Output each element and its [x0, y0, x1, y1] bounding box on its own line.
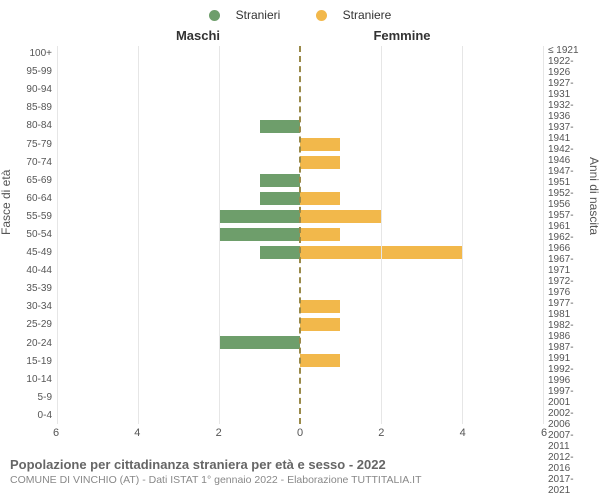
column-titles: Maschi Femmine — [10, 28, 590, 43]
y-tick-age: 65-69 — [10, 171, 52, 189]
x-tick: 2 — [378, 427, 384, 439]
y-tick-age: 100+ — [10, 45, 52, 63]
legend-item-male: Stranieri — [201, 8, 289, 22]
plot-area: Fasce di età Anni di nascita 100+95-9990… — [10, 45, 590, 425]
y-tick-birth: 1952-1956 — [548, 188, 590, 210]
bar-male — [219, 210, 300, 224]
gridline — [543, 46, 544, 424]
x-tick: 6 — [541, 427, 547, 439]
x-tick: 2 — [216, 427, 222, 439]
y-tick-birth: 1997-2001 — [548, 386, 590, 408]
y-tick-age: 85-89 — [10, 99, 52, 117]
bar-male — [260, 246, 300, 260]
chart-area — [56, 45, 544, 425]
female-swatch — [316, 10, 327, 21]
col-title-male: Maschi — [56, 28, 300, 43]
y-tick-age: 95-99 — [10, 63, 52, 81]
chart-footer: Popolazione per cittadinanza straniera p… — [10, 457, 590, 486]
y-tick-age: 90-94 — [10, 81, 52, 99]
gridline — [219, 46, 220, 424]
y-tick-age: 70-74 — [10, 153, 52, 171]
gridline — [381, 46, 382, 424]
y-tick-birth: 1932-1936 — [548, 100, 590, 122]
y-tick-age: 0-4 — [10, 406, 52, 424]
x-tick: 4 — [460, 427, 466, 439]
y-tick-birth: 1972-1976 — [548, 276, 590, 298]
center-line — [299, 46, 301, 424]
bar-female — [300, 192, 340, 206]
chart-container: Stranieri Straniere Maschi Femmine Fasce… — [0, 0, 600, 500]
y-tick-birth: 1947-1951 — [548, 166, 590, 188]
y-tick-age: 20-24 — [10, 334, 52, 352]
y-ticks-left: 100+95-9990-9485-8980-8475-7970-7465-696… — [10, 45, 56, 425]
y-tick-age: 80-84 — [10, 117, 52, 135]
y-tick-birth: 1967-1971 — [548, 254, 590, 276]
y-tick-age: 25-29 — [10, 316, 52, 334]
legend-male-label: Stranieri — [236, 8, 281, 22]
y-tick-age: 50-54 — [10, 225, 52, 243]
x-tick: 4 — [134, 427, 140, 439]
x-axis-ticks: 6 4 2 0 2 4 6 — [56, 427, 544, 443]
y-tick-age: 10-14 — [10, 370, 52, 388]
y-tick-birth: 1982-1986 — [548, 320, 590, 342]
y-tick-age: 35-39 — [10, 280, 52, 298]
x-tick: 6 — [53, 427, 59, 439]
y-tick-age: 15-19 — [10, 352, 52, 370]
y-tick-birth: 1922-1926 — [548, 56, 590, 78]
y-ticks-right: ≤ 19211922-19261927-19311932-19361937-19… — [544, 45, 590, 425]
bar-female — [300, 300, 340, 314]
y-tick-age: 40-44 — [10, 262, 52, 280]
y-tick-birth: 1992-1996 — [548, 364, 590, 386]
col-title-female: Femmine — [300, 28, 544, 43]
bar-female — [300, 156, 340, 170]
y-tick-age: 30-34 — [10, 298, 52, 316]
footer-subtitle: COMUNE DI VINCHIO (AT) - Dati ISTAT 1° g… — [10, 474, 590, 486]
bar-male — [219, 228, 300, 242]
y-tick-birth: 2017-2021 — [548, 474, 590, 496]
x-tick: 0 — [297, 427, 303, 439]
bar-female — [300, 210, 381, 224]
y-tick-age: 55-59 — [10, 207, 52, 225]
bar-female — [300, 228, 340, 242]
y-tick-age: 5-9 — [10, 388, 52, 406]
y-tick-birth: 1987-1991 — [548, 342, 590, 364]
y-tick-birth: 1957-1961 — [548, 210, 590, 232]
gridline — [462, 46, 463, 424]
footer-title: Popolazione per cittadinanza straniera p… — [10, 457, 590, 472]
x-axis: 6 4 2 0 2 4 6 — [10, 427, 590, 443]
y-tick-birth: 1937-1941 — [548, 122, 590, 144]
y-tick-birth: 1927-1931 — [548, 78, 590, 100]
y-tick-birth: ≤ 1921 — [548, 45, 590, 56]
y-tick-birth: 1942-1946 — [548, 144, 590, 166]
bar-male — [260, 120, 300, 134]
legend-female-label: Straniere — [343, 8, 392, 22]
bar-male — [219, 336, 300, 350]
bar-female — [300, 138, 340, 152]
y-tick-birth: 2007-2011 — [548, 430, 590, 452]
y-tick-birth: 1977-1981 — [548, 298, 590, 320]
legend-item-female: Straniere — [308, 8, 400, 22]
y-axis-left-label: Fasce di età — [0, 169, 13, 234]
bar-male — [260, 192, 300, 206]
y-tick-birth: 1962-1966 — [548, 232, 590, 254]
bar-male — [260, 174, 300, 188]
bar-female — [300, 318, 340, 332]
male-swatch — [209, 10, 220, 21]
y-tick-birth: 2002-2006 — [548, 408, 590, 430]
y-tick-age: 60-64 — [10, 189, 52, 207]
y-tick-birth: 2012-2016 — [548, 452, 590, 474]
bar-female — [300, 354, 340, 368]
y-tick-age: 75-79 — [10, 135, 52, 153]
legend: Stranieri Straniere — [10, 8, 590, 24]
y-axis-right-label: Anni di nascita — [587, 156, 600, 234]
gridline — [138, 46, 139, 424]
y-tick-age: 45-49 — [10, 244, 52, 262]
gridline — [57, 46, 58, 424]
